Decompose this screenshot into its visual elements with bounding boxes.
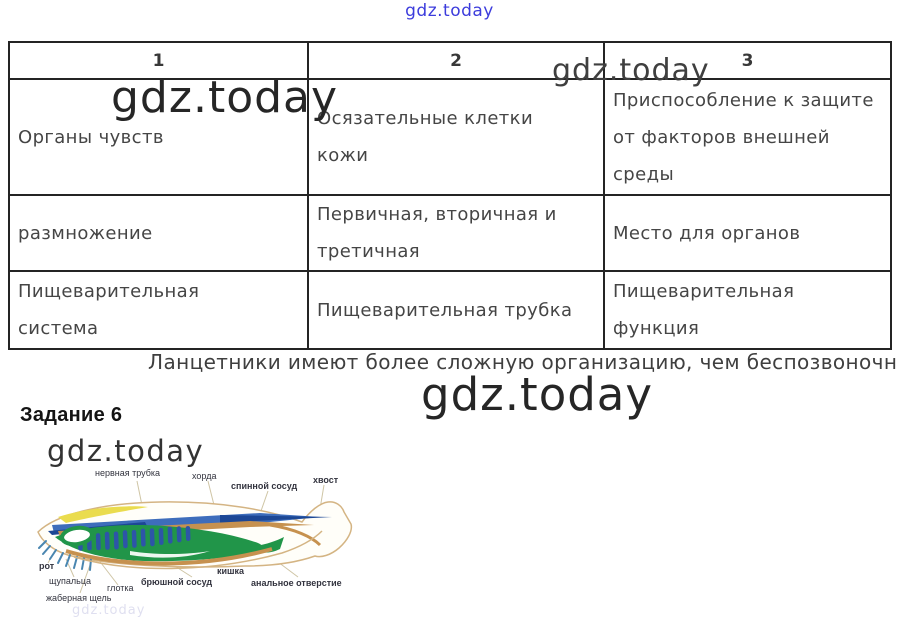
label-gill-slit: жаберная щель (46, 593, 112, 603)
dorsal-fin-yellow (58, 506, 148, 523)
watermark-header: gdz.today (552, 53, 710, 88)
table-row: размножение Первичная, вторичная и трети… (8, 194, 892, 272)
label-tentacles: щупальца (49, 576, 91, 586)
cell-sense-organs: Органы чувств (8, 78, 309, 196)
label-mouth: рот (39, 561, 55, 571)
intestine-tail-shape (250, 537, 284, 553)
lancelet-diagram (37, 480, 353, 594)
task-title: Задание 6 (20, 404, 123, 426)
label-intestine: кишка (217, 566, 245, 576)
table-row: Пищеварительная система Пищеварительная … (8, 270, 892, 350)
table-header-row: 1 2 3 (8, 41, 892, 80)
cell-digestive-function: Пищеварительная функция (603, 270, 892, 350)
gill-slits (77, 525, 191, 551)
label-notochord: хорда (192, 471, 217, 481)
conclusion-text: Ланцетники имеют более сложную организац… (148, 350, 899, 374)
column-header-1: 1 (8, 41, 309, 80)
tentacles-shape (38, 540, 92, 571)
watermark-middle: gdz.today (421, 368, 654, 421)
table-row: Органы чувств Осязательные клетки кожи П… (8, 78, 892, 196)
cell-digestive-system: Пищеварительная система (8, 270, 309, 350)
label-ventral-vessel: брюшной сосуд (141, 577, 213, 587)
vessel-to-tail (269, 523, 322, 547)
ventral-vessel-shape (65, 547, 273, 566)
cell-primary-secondary: Первичная, вторичная и третичная (307, 194, 605, 272)
cell-digestive-tube: Пищеварительная трубка (307, 270, 605, 350)
notochord-shape (220, 515, 332, 523)
label-nerve-tube: нервная трубка (95, 468, 161, 478)
label-anal-opening: анальное отверстие (251, 578, 342, 588)
column-header-3: 3 (603, 41, 892, 80)
label-pharynx: глотка (107, 583, 134, 593)
cell-protection: Приспособление к защите от факторов внеш… (603, 78, 892, 196)
label-dorsal-vessel: спинной сосуд (231, 481, 298, 491)
body-bottom-line (73, 530, 323, 570)
watermark-task: gdz.today (47, 434, 205, 468)
mouth-shape (60, 525, 94, 547)
column-header-2: 2 (307, 41, 605, 80)
cell-reproduction: размножение (8, 194, 309, 272)
cell-place-for-organs: Место для органов (603, 194, 892, 272)
label-tail: хвост (313, 475, 339, 485)
site-link-watermark-top[interactable]: gdz.today (405, 1, 494, 21)
watermark-table-row1: gdz.today (111, 72, 339, 123)
answers-table: 1 2 3 Органы чувств Осязательные клетки … (8, 41, 892, 350)
gut-highlight (130, 551, 210, 558)
watermark-bottom-faint: gdz.today (72, 603, 146, 618)
cell-tactile-cells: Осязательные клетки кожи (307, 78, 605, 196)
